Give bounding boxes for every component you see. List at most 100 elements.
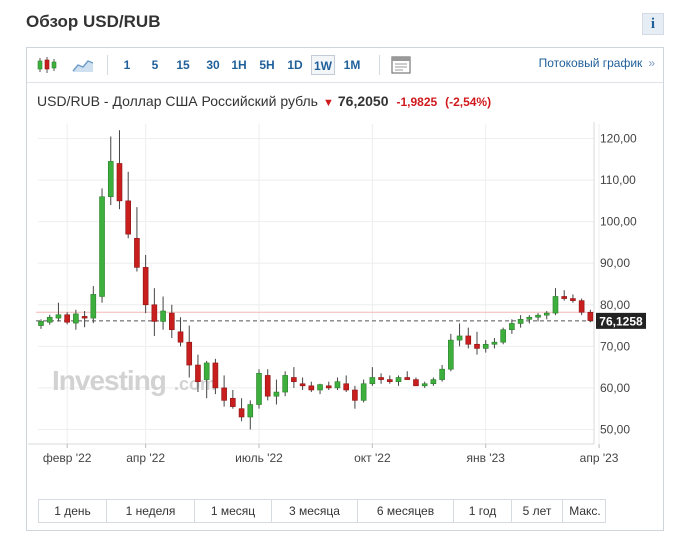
y-tick-label: 90,00 bbox=[600, 256, 630, 270]
candle-up bbox=[247, 400, 254, 430]
candle-body bbox=[46, 316, 53, 323]
candle-body bbox=[517, 319, 524, 324]
candle-body bbox=[456, 335, 463, 341]
timeframe-1w-button[interactable]: 1W bbox=[311, 55, 335, 75]
timeframe-1h-button[interactable]: 1H bbox=[231, 58, 247, 72]
candle-up bbox=[273, 379, 280, 405]
candle-body bbox=[552, 296, 559, 314]
x-tick-label: апр '23 bbox=[580, 451, 619, 465]
timeframe-15-button[interactable]: 15 bbox=[176, 58, 190, 72]
y-tick-label: 110,00 bbox=[600, 173, 636, 187]
candle-body bbox=[221, 387, 227, 401]
timeframe-5-button[interactable]: 5 bbox=[151, 58, 159, 72]
candle-up bbox=[517, 315, 524, 328]
timeframe-1d-button[interactable]: 1D bbox=[287, 58, 303, 72]
watermark-logo-suffix: .com bbox=[174, 374, 216, 394]
info-button[interactable]: i bbox=[642, 13, 664, 35]
candle-down bbox=[413, 377, 419, 387]
candle-down bbox=[64, 312, 70, 325]
candle-down bbox=[195, 354, 201, 393]
candle-body bbox=[439, 368, 445, 380]
candle-up bbox=[38, 319, 44, 329]
candle-down bbox=[81, 311, 88, 328]
candle-down bbox=[186, 325, 193, 378]
candle-body bbox=[448, 339, 454, 370]
timeframe-1m-button[interactable]: 1M bbox=[343, 58, 361, 72]
range-button[interactable]: 1 месяц bbox=[195, 500, 272, 522]
candle-down bbox=[212, 358, 219, 395]
page-title: Обзор USD/RUB bbox=[26, 12, 161, 31]
stream-chart-link[interactable]: Потоковый график » bbox=[539, 56, 655, 70]
candle-up bbox=[160, 296, 166, 330]
candle-up bbox=[526, 315, 533, 324]
candle-down bbox=[169, 304, 175, 339]
candle-body bbox=[561, 296, 568, 299]
instrument-name: USD/RUB - Доллар США Российский рубль bbox=[37, 93, 318, 109]
timeframe-1-button[interactable]: 1 bbox=[123, 58, 131, 72]
candle-body bbox=[186, 341, 193, 366]
candle-down bbox=[230, 389, 236, 409]
candle-body bbox=[238, 408, 245, 418]
watermark-logo: Investing bbox=[52, 365, 166, 396]
candle-body bbox=[264, 375, 271, 397]
candle-body bbox=[378, 377, 384, 380]
candle-up bbox=[369, 367, 376, 386]
candle-body bbox=[317, 384, 323, 391]
candle-up bbox=[543, 311, 550, 320]
candle-up bbox=[552, 288, 559, 316]
x-tick-label: апр '22 bbox=[126, 451, 165, 465]
range-button[interactable]: 6 месяцев bbox=[358, 500, 454, 522]
candle-body bbox=[107, 161, 114, 198]
candle-up bbox=[360, 379, 367, 403]
candle-up bbox=[334, 377, 341, 390]
y-tick-label: 100,00 bbox=[600, 215, 637, 229]
candle-body bbox=[177, 331, 184, 343]
candle-body bbox=[230, 397, 236, 407]
x-tick-label: янв '23 bbox=[466, 451, 505, 465]
candle-up bbox=[256, 369, 262, 409]
area-chart-icon[interactable] bbox=[71, 55, 95, 75]
x-tick-label: окт '22 bbox=[354, 451, 391, 465]
arrow-down-icon: ▼ bbox=[322, 97, 334, 109]
candle-body bbox=[343, 383, 350, 391]
toolbar-divider bbox=[379, 55, 380, 75]
range-button[interactable]: Макс. bbox=[569, 504, 601, 518]
candle-body bbox=[203, 362, 210, 380]
candle-body bbox=[90, 294, 97, 319]
candle-body bbox=[134, 237, 140, 268]
candle-body bbox=[125, 200, 131, 235]
candle-up bbox=[448, 333, 454, 372]
candle-down bbox=[116, 130, 123, 210]
range-button[interactable]: 1 день bbox=[39, 500, 107, 522]
candle-body bbox=[73, 313, 79, 324]
candle-body bbox=[491, 341, 498, 345]
range-button[interactable]: 1 год bbox=[454, 500, 512, 522]
candle-up bbox=[99, 188, 105, 303]
timeframe-5h-button[interactable]: 5H bbox=[259, 58, 275, 72]
candle-body bbox=[212, 362, 219, 389]
candlestick-icon[interactable] bbox=[35, 55, 59, 75]
candle-body bbox=[169, 312, 175, 331]
candle-up bbox=[439, 365, 445, 382]
candle-up bbox=[421, 381, 428, 388]
candle-body bbox=[151, 304, 158, 322]
candle-up bbox=[90, 286, 97, 324]
candle-body bbox=[430, 379, 437, 385]
range-button[interactable]: 5 лет bbox=[512, 500, 563, 522]
candle-body bbox=[256, 373, 262, 405]
y-tick-label: 80,00 bbox=[600, 298, 630, 312]
range-button[interactable]: 3 месяца bbox=[272, 500, 358, 522]
x-tick-label: июль '22 bbox=[235, 451, 283, 465]
candle-down bbox=[264, 369, 271, 401]
candle-up bbox=[55, 302, 62, 322]
chevron-right-icon: » bbox=[648, 56, 655, 70]
price-change: -1,9825 bbox=[396, 95, 438, 109]
candle-body bbox=[395, 377, 402, 382]
candle-body bbox=[299, 383, 306, 387]
candle-up bbox=[46, 314, 53, 325]
range-button[interactable]: 1 неделя bbox=[107, 500, 195, 522]
timeframe-30-button[interactable]: 30 bbox=[206, 58, 220, 72]
y-tick-label: 60,00 bbox=[600, 381, 630, 395]
panel-icon[interactable] bbox=[389, 55, 413, 75]
